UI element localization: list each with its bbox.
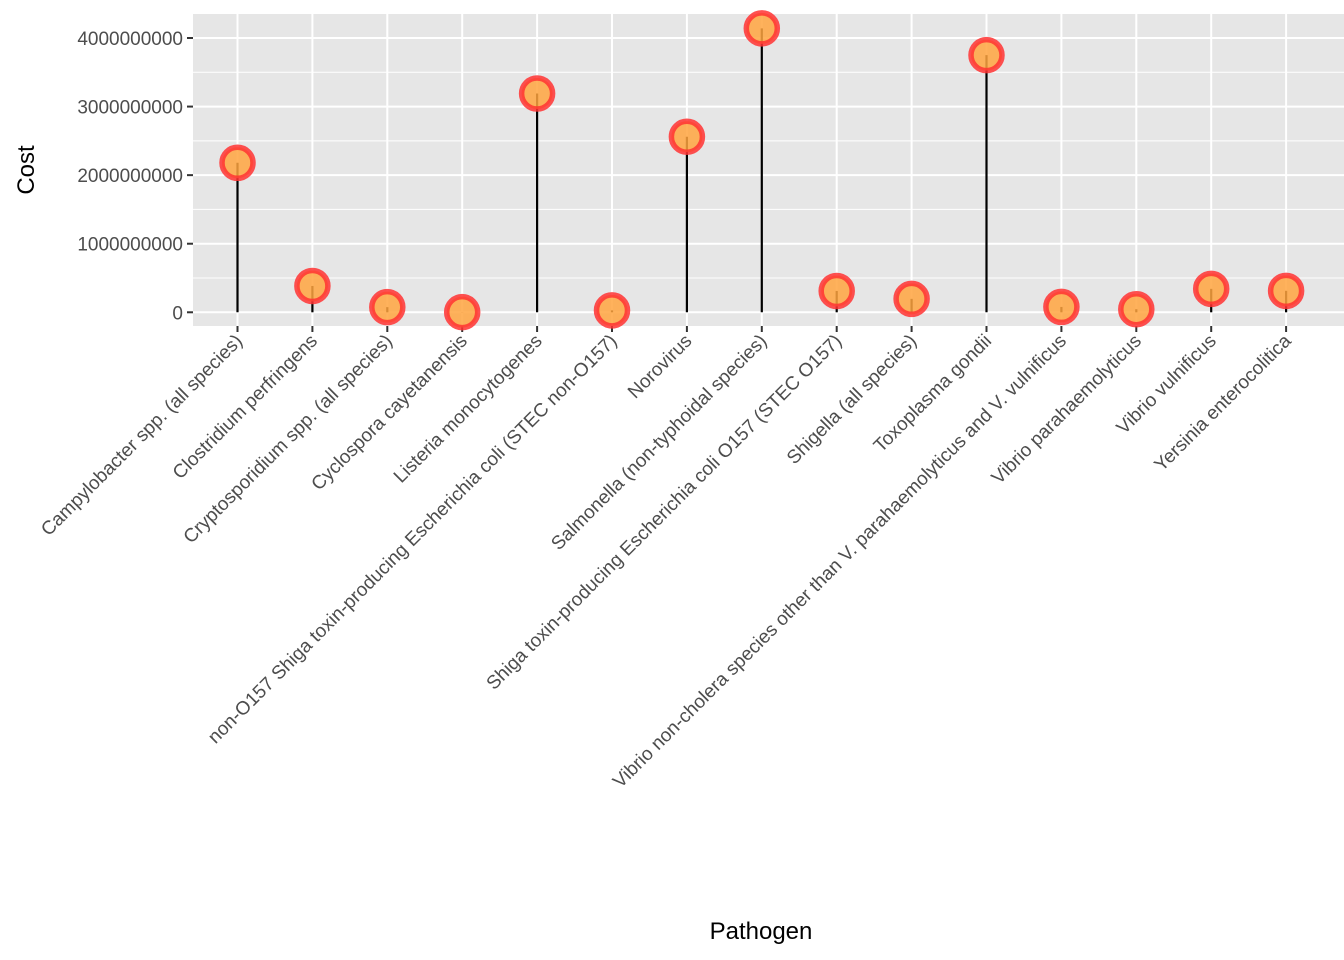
- lollipop-point: [369, 288, 406, 326]
- lollipop-point: [1118, 290, 1155, 328]
- lollipop-point: [593, 292, 631, 329]
- lollipop-point: [1192, 270, 1230, 308]
- y-tick-label: 0: [172, 303, 183, 324]
- lollipop-point: [818, 272, 855, 310]
- lollipop-point: [294, 267, 331, 305]
- x-tick-label: Yersinia enterocolitica: [1151, 330, 1296, 475]
- x-tick-label: Clostridium perfringens: [169, 331, 322, 484]
- x-axis-title: Pathogen: [710, 918, 813, 945]
- plot-panel: [193, 14, 1344, 326]
- lollipop-point: [893, 280, 930, 318]
- y-axis: 0 1000000000 2000000000 3000000000 400000000…: [77, 29, 193, 324]
- x-axis: Campylobacter spp. (all species)Clostrid…: [37, 326, 1296, 792]
- y-tick-label: 3000000000: [77, 98, 183, 119]
- chart-marks: [219, 10, 1305, 331]
- lollipop-point: [518, 75, 556, 112]
- y-axis-title: Cost: [13, 145, 40, 195]
- x-tick-label: Listeria monocytogenes: [390, 331, 547, 488]
- y-tick-label: 1000000000: [77, 235, 183, 256]
- x-tick-label: Cyclospora cayetanensis: [308, 331, 472, 495]
- lollipop-point: [743, 10, 781, 47]
- y-tick-label: 4000000000: [77, 29, 183, 50]
- lollipop-point: [1043, 288, 1080, 326]
- x-tick-label: Norovirus: [624, 331, 696, 403]
- x-tick-label: Vibrio parahaemolyticus: [988, 331, 1146, 489]
- x-tick-label: Shiga toxin-producing Escherichia coli O…: [483, 331, 847, 695]
- lollipop-point: [1267, 272, 1305, 310]
- lollipop-point: [443, 293, 481, 331]
- lollipop-point: [219, 144, 256, 182]
- lollipop-point: [968, 36, 1005, 74]
- lollipop-point: [668, 118, 706, 155]
- x-tick-label: Shigella (all species): [783, 331, 921, 469]
- y-tick-label: 2000000000: [77, 166, 183, 187]
